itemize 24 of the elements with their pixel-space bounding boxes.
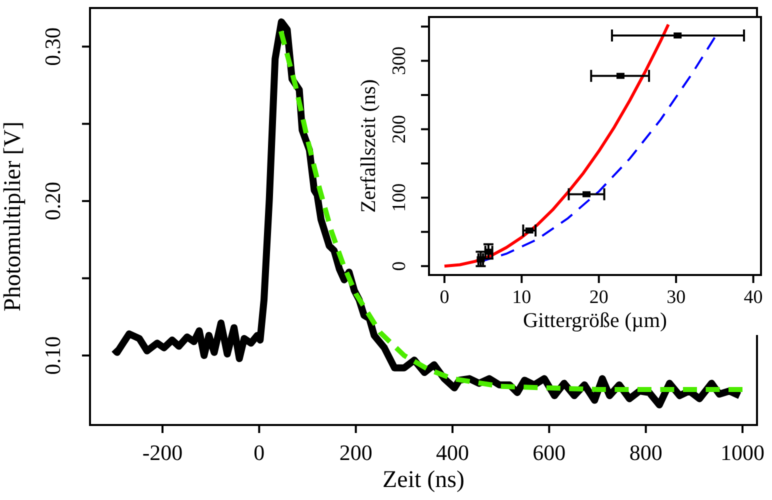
y-tick-label: 100 xyxy=(389,183,410,212)
x-tick-label: 400 xyxy=(436,440,469,465)
y-axis-title: Photomultiplier [V] xyxy=(0,122,26,312)
x-axis-title: Zeit (ns) xyxy=(382,467,464,493)
y-axis-title: Zerfallszeit (ns) xyxy=(356,79,380,213)
line-series xyxy=(442,23,670,268)
x-tick-label: 0 xyxy=(440,287,450,308)
x-tick-label: 600 xyxy=(532,440,566,465)
y-tick-label: 300 xyxy=(389,46,410,76)
x-tick-label: -200 xyxy=(142,440,183,465)
x-tick-label: 1000 xyxy=(720,440,764,465)
x-tick-label: 20 xyxy=(589,287,608,308)
x-tick-label: 200 xyxy=(339,440,372,465)
y-tick-label: 0.20 xyxy=(40,182,65,220)
x-axis-title: Gittergröße (µm) xyxy=(522,308,668,332)
y-tick-label: 0.10 xyxy=(40,336,65,375)
x-tick-label: 800 xyxy=(629,440,662,465)
y-tick-label: 200 xyxy=(389,114,410,144)
x-tick-label: 0 xyxy=(254,440,265,465)
x-tick-label: 30 xyxy=(666,287,686,308)
x-tick-label: 10 xyxy=(512,287,532,308)
y-tick-label: 0.30 xyxy=(40,27,65,66)
x-tick-label: 40 xyxy=(744,287,763,308)
y-tick-label: 0 xyxy=(389,261,410,271)
